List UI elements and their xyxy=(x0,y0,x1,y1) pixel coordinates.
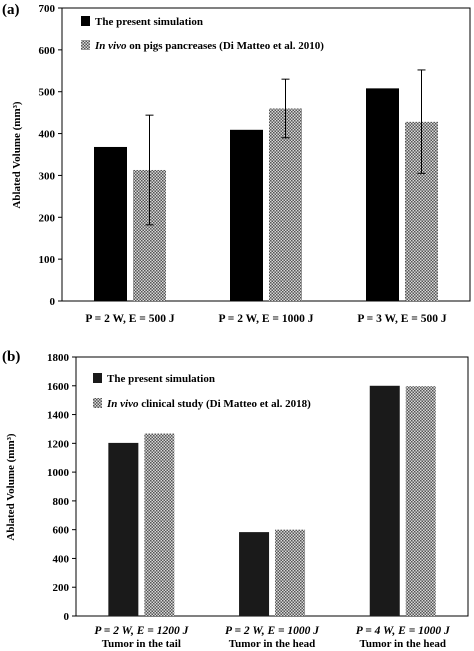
category-label: P = 2 W, E = 1000 J xyxy=(225,625,320,637)
plot-frame xyxy=(75,356,469,617)
chart-panel-0: (a) 0 100 200 300 400 500 600 700 Ablated Volume … xyxy=(2,2,471,325)
category-sublabel: Tumor in the tail xyxy=(102,638,181,650)
bar-series-1-cat-1 xyxy=(275,529,306,616)
legend-entry-0: The present simulation xyxy=(107,373,215,385)
legend-series-name: The present simulation xyxy=(95,16,203,28)
legend-series-name: clinical study (Di Matteo et al. 2018) xyxy=(138,398,311,410)
y-tick-label: 1800 xyxy=(47,352,70,364)
y-tick-label: 100 xyxy=(39,254,56,266)
y-tick-label: 200 xyxy=(39,212,56,224)
y-tick-label: 800 xyxy=(53,496,70,508)
legend-series-name: The present simulation xyxy=(107,373,215,385)
category-label: P = 3 W, E = 500 J xyxy=(357,313,446,325)
category-label: P = 2 W, E = 1000 J xyxy=(219,313,314,325)
legend-entry-1: In vivo clinical study (Di Matteo et al.… xyxy=(106,398,311,410)
category-sublabel: Tumor in the head xyxy=(360,638,447,650)
category-label: P = 2 W, E = 1200 J xyxy=(94,625,189,637)
legend-italic-prefix: In vivo xyxy=(94,40,127,52)
y-tick-label: 700 xyxy=(39,3,56,15)
y-tick-label: 600 xyxy=(39,45,56,57)
legend-entry-0: The present simulation xyxy=(95,16,203,28)
y-tick-label: 200 xyxy=(53,582,70,594)
y-tick-label: 1000 xyxy=(47,467,70,479)
category-label: P = 2 W, E = 500 J xyxy=(85,313,174,325)
bar-series-1-cat-2 xyxy=(405,386,436,616)
y-axis-label: Ablated Volume (mm³) xyxy=(11,101,23,209)
legend-series-name: on pigs pancreases (Di Matteo et al. 201… xyxy=(126,40,324,52)
y-tick-label: 600 xyxy=(53,525,70,537)
y-axis-label: Ablated Volume (mm³) xyxy=(5,433,17,541)
category-sublabel: Tumor in the head xyxy=(229,638,316,650)
y-tick-label: 500 xyxy=(39,87,56,99)
legend-swatch-1 xyxy=(81,40,90,50)
plot-frame xyxy=(61,7,471,302)
legend-swatch-1 xyxy=(93,398,102,408)
category-label: P = 4 W, E = 1000 J xyxy=(356,625,451,637)
panel-label: (a) xyxy=(2,2,20,18)
y-tick-label: 1600 xyxy=(47,381,70,393)
bar-series-0-cat-0 xyxy=(94,146,127,301)
y-tick-label: 400 xyxy=(39,129,56,141)
y-tick-label: 0 xyxy=(64,611,70,623)
y-tick-label: 0 xyxy=(50,296,56,308)
y-tick-label: 1400 xyxy=(47,410,70,422)
legend-italic-prefix: In vivo xyxy=(106,398,139,410)
legend-swatch-0 xyxy=(93,373,102,383)
bar-series-0-cat-2 xyxy=(369,385,400,616)
legend-swatch-0 xyxy=(81,16,90,26)
bar-series-1-cat-0 xyxy=(144,433,175,616)
bar-series-0-cat-0 xyxy=(108,442,139,616)
y-tick-label: 300 xyxy=(39,170,56,182)
bar-series-0-cat-2 xyxy=(366,88,399,301)
legend-entry-1: In vivo on pigs pancreases (Di Matteo et… xyxy=(94,40,324,52)
y-tick-label: 1200 xyxy=(47,438,70,450)
bar-series-0-cat-1 xyxy=(230,129,263,301)
bar-series-1-cat-1 xyxy=(269,108,302,301)
panel-label: (b) xyxy=(2,349,20,365)
bar-series-0-cat-1 xyxy=(239,532,270,616)
y-tick-label: 400 xyxy=(53,553,70,565)
chart-panel-1: (b) 0 200 400 600 800 1000 1200 1400 1600 1800 Abla… xyxy=(2,349,469,650)
